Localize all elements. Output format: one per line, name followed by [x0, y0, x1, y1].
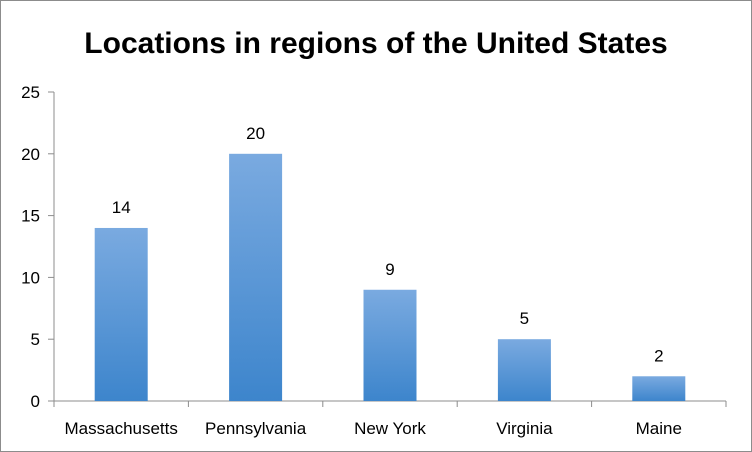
data-labels: 14 20 9 5 2 — [112, 124, 664, 365]
y-tick-label: 20 — [21, 145, 40, 164]
y-tick-label: 10 — [21, 268, 40, 287]
bar-maine — [632, 376, 686, 401]
bars — [94, 153, 686, 401]
y-tick-label: 5 — [31, 330, 40, 349]
data-label: 9 — [385, 260, 394, 279]
chart-title: Locations in regions of the United State… — [84, 27, 668, 60]
x-tick-label: Pennsylvania — [205, 419, 307, 438]
bar-new-york — [363, 289, 417, 401]
bar-pennsylvania — [229, 153, 283, 401]
data-label: 5 — [520, 309, 529, 328]
y-tick-label: 15 — [21, 207, 40, 226]
x-tick-label: Maine — [636, 419, 682, 438]
x-tick-label: Virginia — [496, 419, 553, 438]
bar-massachusetts — [94, 227, 148, 401]
data-label: 2 — [654, 346, 663, 365]
y-tick-label: 0 — [31, 392, 40, 411]
x-axis: Massachusetts Pennsylvania New York Virgini… — [53, 400, 727, 438]
y-axis: 0 5 10 15 20 25 — [21, 83, 55, 411]
data-label: 14 — [112, 198, 131, 217]
bar-virginia — [497, 339, 551, 401]
y-tick-label: 25 — [21, 83, 40, 102]
x-tick-label: Massachusetts — [65, 419, 178, 438]
x-tick-label: New York — [354, 419, 426, 438]
data-label: 20 — [246, 124, 265, 143]
